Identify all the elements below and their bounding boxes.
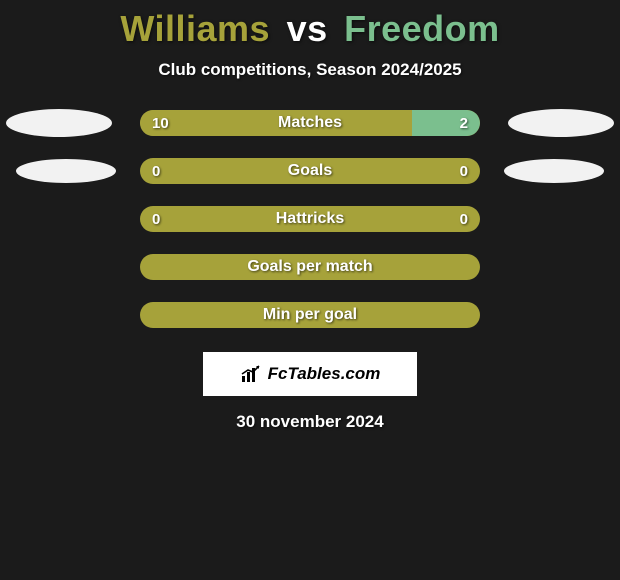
bar-label: Hattricks	[140, 206, 480, 232]
brand-box: FcTables.com	[203, 352, 417, 396]
row-min-per-goal: Min per goal	[0, 302, 620, 328]
bar-goals-per-match: Goals per match	[140, 254, 480, 280]
subtitle: Club competitions, Season 2024/2025	[0, 60, 620, 80]
vs-text: vs	[287, 8, 328, 49]
row-hattricks: 0 Hattricks 0	[0, 206, 620, 232]
date-text: 30 november 2024	[0, 412, 620, 432]
bar-hattricks: 0 Hattricks 0	[140, 206, 480, 232]
player1-badge-icon	[6, 109, 112, 137]
row-goals-per-match: Goals per match	[0, 254, 620, 280]
row-matches: 10 Matches 2	[0, 110, 620, 136]
brand-chart-icon	[240, 364, 262, 384]
player1-badge-icon	[16, 159, 116, 183]
bar-label: Goals	[140, 158, 480, 184]
bar-label: Matches	[140, 110, 480, 136]
bar-value-right: 0	[460, 206, 468, 232]
page-title: Williams vs Freedom	[0, 0, 620, 50]
player2-badge-icon	[504, 159, 604, 183]
bar-matches: 10 Matches 2	[140, 110, 480, 136]
bar-value-right: 2	[460, 110, 468, 136]
bar-label: Min per goal	[140, 302, 480, 328]
row-goals: 0 Goals 0	[0, 158, 620, 184]
chart-container: Williams vs Freedom Club competitions, S…	[0, 0, 620, 580]
player1-name: Williams	[120, 8, 270, 49]
bar-value-right: 0	[460, 158, 468, 184]
bar-min-per-goal: Min per goal	[140, 302, 480, 328]
bar-goals: 0 Goals 0	[140, 158, 480, 184]
brand-text: FcTables.com	[268, 364, 381, 384]
player2-badge-icon	[508, 109, 614, 137]
bar-label: Goals per match	[140, 254, 480, 280]
comparison-rows: 10 Matches 2 0 Goals 0 0 Hattricks	[0, 110, 620, 328]
player2-name: Freedom	[344, 8, 500, 49]
